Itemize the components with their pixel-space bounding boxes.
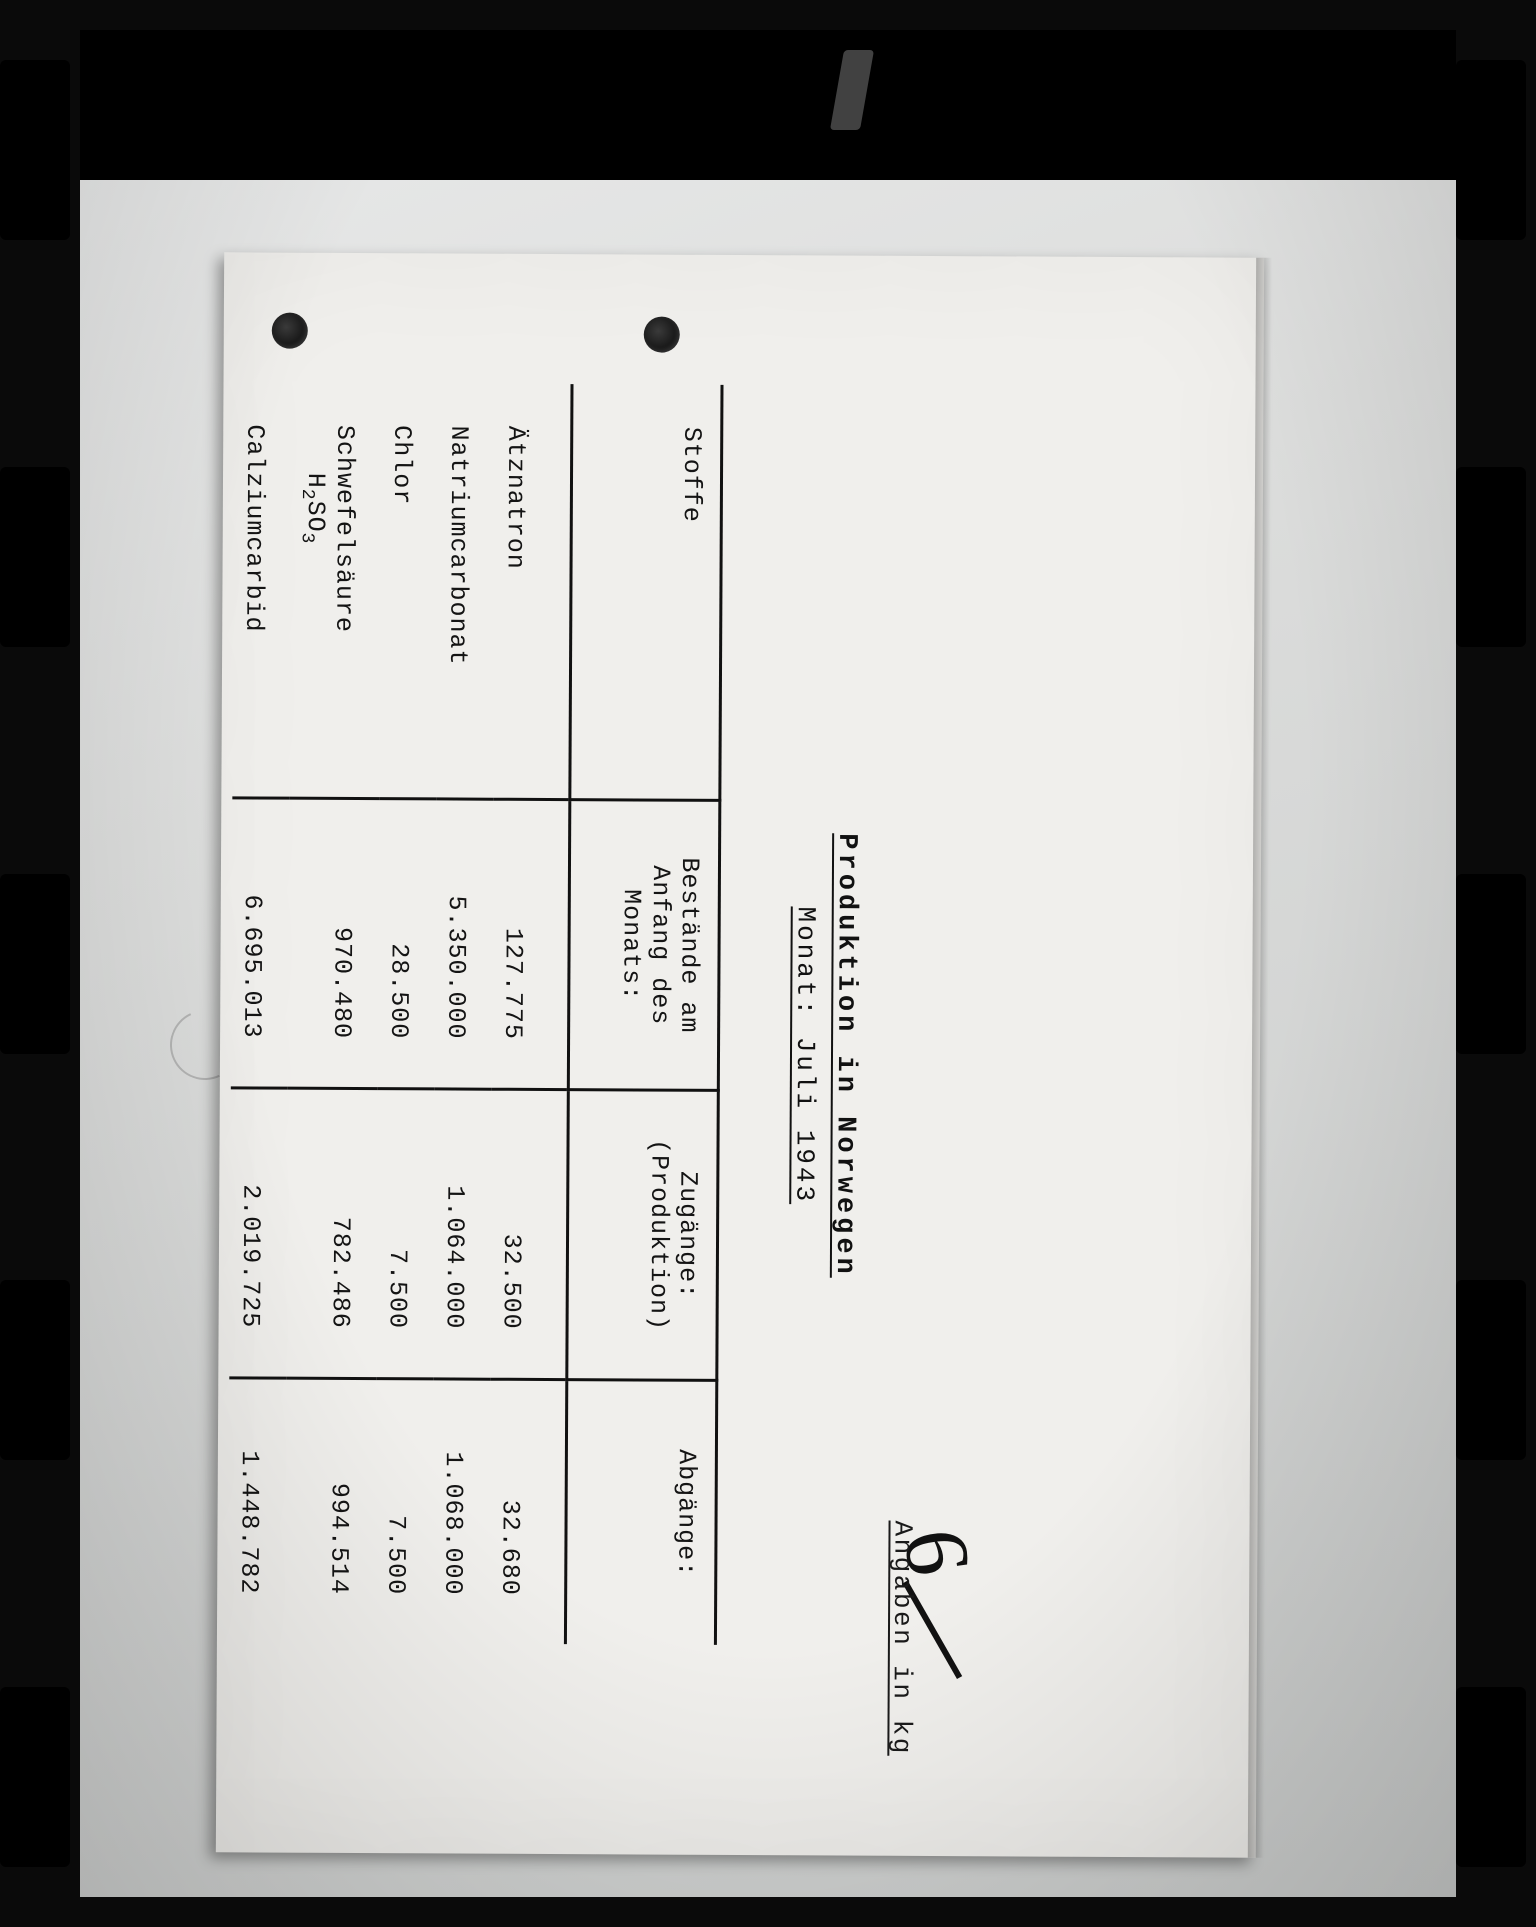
microfilm-frame: 6 Angaben in kg Produktion in Norwegen M… [80, 30, 1456, 1897]
sprocket-hole [1456, 1280, 1526, 1460]
doc-title: Produktion in Norwegen [826, 255, 864, 1855]
table-row: Schwefelsäure H2SO3 970.480 782.486 994.… [285, 383, 382, 1643]
sprocket-hole [0, 1687, 70, 1867]
table-row: Chlor 28.500 7.500 7.500 [375, 383, 439, 1643]
frame-top-bar [80, 30, 1456, 180]
cell-abgang: 32.680 [489, 1379, 567, 1644]
title-block: Produktion in Norwegen Monat: Juli 1943 [786, 255, 864, 1855]
sprocket-hole [0, 874, 70, 1054]
cell-abgang: 7.500 [375, 1378, 433, 1643]
doc-subtitle: Monat: Juli 1943 [786, 255, 824, 1855]
sprocket-hole [0, 467, 70, 647]
sprocket-hole [0, 60, 70, 240]
sprocket-hole [1456, 60, 1526, 240]
table-row: Calziumcarbid 6.695.013 2.019.725 1.448.… [228, 382, 292, 1642]
frame-notch [830, 50, 874, 130]
cell-bestand: 5.350.000 [435, 799, 494, 1089]
cell-abgang: 1.068.000 [432, 1379, 490, 1644]
col-header-zugang: Zugänge: (Produktion) [567, 1090, 719, 1381]
production-table: Stoffe Bestände am Anfang des Monats: Zu… [228, 382, 724, 1645]
col-header-stoffe: Stoffe [570, 384, 722, 801]
cell-stoffe: Schwefelsäure H2SO3 [289, 383, 381, 799]
sprocket-hole [1456, 1687, 1526, 1867]
cell-bestand: 127.775 [492, 800, 570, 1090]
cell-zugang: 2.019.725 [229, 1088, 288, 1378]
cell-zugang: 7.500 [376, 1089, 435, 1379]
col-header-abgang: Abgänge: [565, 1379, 716, 1644]
table-body: Ätznatron 127.775 32.500 32.680 Natriumc… [228, 382, 572, 1644]
cell-stoffe: Ätznatron [493, 384, 572, 800]
page-canvas: 6 Angaben in kg Produktion in Norwegen M… [216, 252, 1264, 1857]
film-sprockets-right [1456, 0, 1536, 1927]
cell-zugang: 1.064.000 [433, 1089, 492, 1379]
cell-abgang: 1.448.782 [228, 1378, 286, 1643]
cell-bestand: 28.500 [378, 799, 437, 1089]
film-sprockets-left [0, 0, 80, 1927]
cell-stoffe: Natriumcarbonat [436, 383, 495, 799]
cell-bestand: 6.695.013 [231, 798, 290, 1088]
cell-bestand: 970.480 [288, 798, 380, 1088]
sprocket-hole [0, 1280, 70, 1460]
table-header-row: Stoffe Bestände am Anfang des Monats: Zu… [565, 384, 722, 1645]
col-header-bestand: Bestände am Anfang des Monats: [568, 800, 720, 1091]
units-header: Angaben in kg [886, 1520, 917, 1755]
document-page: 6 Angaben in kg Produktion in Norwegen M… [216, 252, 1264, 1857]
table-row: Natriumcarbonat 5.350.000 1.064.000 1.06… [432, 383, 496, 1643]
units-label: Angaben in kg [886, 1520, 917, 1755]
cell-abgang: 994.514 [285, 1378, 376, 1643]
sprocket-hole [1456, 874, 1526, 1054]
table-row: Ätznatron 127.775 32.500 32.680 [489, 384, 572, 1644]
cell-zugang: 782.486 [286, 1088, 378, 1378]
cell-stoffe: Chlor [379, 383, 438, 799]
cell-zugang: 32.500 [490, 1089, 568, 1379]
cell-stoffe: Calziumcarbid [232, 382, 291, 798]
sprocket-hole [1456, 467, 1526, 647]
